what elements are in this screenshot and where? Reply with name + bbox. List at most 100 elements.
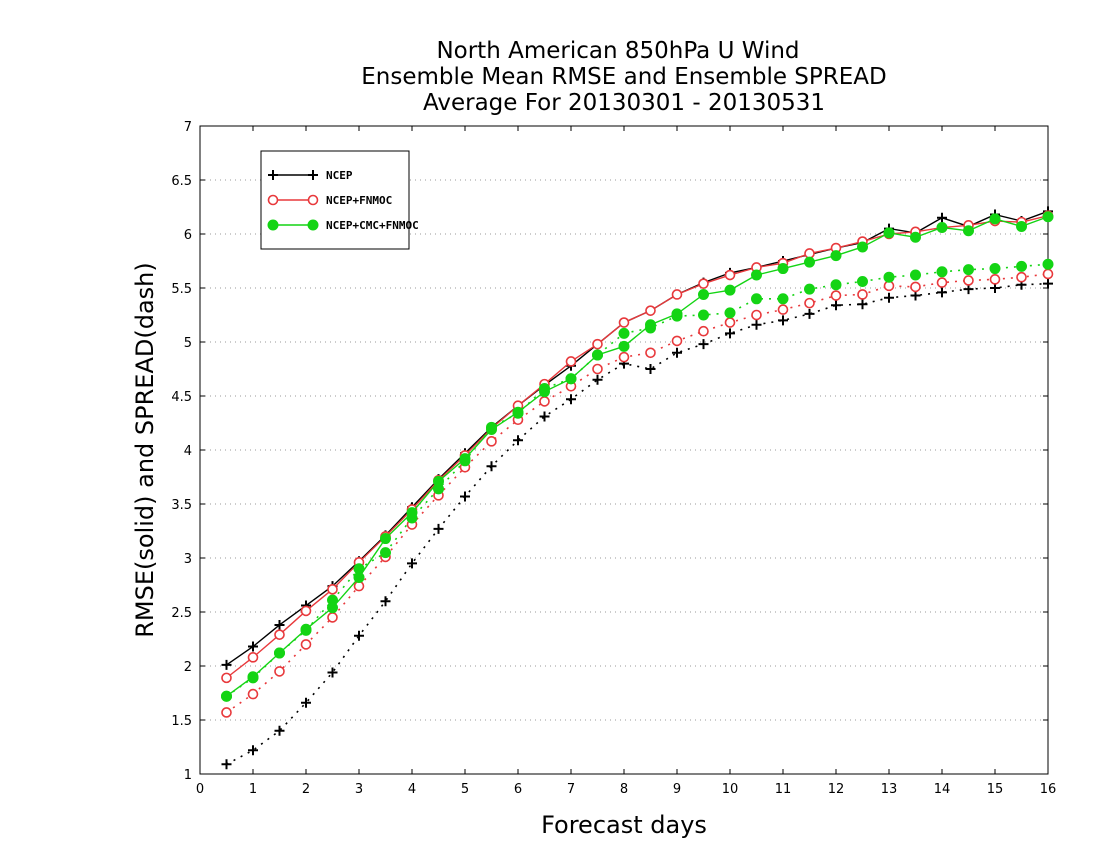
spread-point-ncep-cmc-fnmoc xyxy=(380,547,391,559)
spread-point-ncep-fnmoc xyxy=(857,289,868,300)
rmse-point-ncep-fnmoc xyxy=(645,305,656,316)
rmse-point-ncep-cmc-fnmoc xyxy=(1016,220,1027,232)
spread-point-ncep-fnmoc xyxy=(936,277,948,288)
spread-point-ncep-fnmoc xyxy=(300,639,312,650)
rmse-point-ncep-cmc-fnmoc xyxy=(936,222,948,234)
spread-point-ncep-fnmoc xyxy=(698,325,709,337)
chart-title-line-2: Ensemble Mean RMSE and Ensemble SPREAD xyxy=(361,64,886,90)
spread-point-ncep xyxy=(645,364,656,374)
rmse-point-ncep xyxy=(221,659,232,670)
spread-point-ncep xyxy=(380,596,391,607)
rmse-point-ncep-cmc-fnmoc xyxy=(512,406,524,418)
spread-line-ncep-cmc-fnmoc xyxy=(226,263,1049,697)
spread-point-ncep-cmc-fnmoc xyxy=(804,283,815,295)
spread-point-ncep xyxy=(857,299,868,310)
spread-point-ncep xyxy=(248,745,258,756)
rmse-point-ncep-cmc-fnmoc xyxy=(777,263,789,275)
rmse-point-ncep-cmc-fnmoc xyxy=(592,349,603,361)
spread-point-ncep xyxy=(274,725,285,736)
spread-point-ncep-cmc-fnmoc xyxy=(618,327,630,339)
rmse-line-ncep-cmc-fnmoc xyxy=(226,216,1049,697)
y-tick-label: 1 xyxy=(184,768,192,783)
rmse-point-ncep-cmc-fnmoc xyxy=(963,225,974,237)
spread-point-ncep-cmc-fnmoc xyxy=(883,271,895,283)
spread-point-ncep-cmc-fnmoc xyxy=(751,293,762,305)
rmse-point-ncep-cmc-fnmoc xyxy=(1042,211,1054,223)
y-tick-label: 3 xyxy=(184,552,192,567)
legend-marker-ncep-cmc-fnmoc xyxy=(267,219,279,231)
series-layer xyxy=(221,206,1054,770)
x-tick-label: 1 xyxy=(249,782,257,797)
x-axis-label: Forecast days xyxy=(541,811,707,839)
rmse-point-ncep-cmc-fnmoc xyxy=(406,507,418,519)
spread-point-ncep-cmc-fnmoc xyxy=(830,279,842,291)
spread-point-ncep xyxy=(778,315,788,326)
x-tick-label: 6 xyxy=(514,782,522,797)
rmse-point-ncep-cmc-fnmoc xyxy=(671,308,683,320)
spread-point-ncep xyxy=(831,300,841,311)
y-tick-label: 5.5 xyxy=(171,282,192,297)
spread-point-ncep-fnmoc xyxy=(777,304,789,315)
x-tick-label: 16 xyxy=(1040,782,1057,797)
rmse-point-ncep-fnmoc xyxy=(565,356,577,367)
spread-point-ncep-fnmoc xyxy=(645,347,656,359)
spread-point-ncep-cmc-fnmoc xyxy=(724,307,736,319)
rmse-point-ncep-fnmoc xyxy=(618,317,630,328)
legend-label-ncep-fnmoc: NCEP+FNMOC xyxy=(326,194,392,207)
x-tick-label: 8 xyxy=(620,782,628,797)
spread-point-ncep xyxy=(592,374,603,385)
spread-point-ncep xyxy=(354,630,364,641)
spread-point-ncep-fnmoc xyxy=(910,281,921,293)
rmse-point-ncep-cmc-fnmoc xyxy=(539,386,550,398)
spread-point-ncep-cmc-fnmoc xyxy=(857,276,868,288)
rmse-point-ncep-fnmoc xyxy=(671,289,683,300)
rmse-point-ncep xyxy=(274,619,285,630)
rmse-point-ncep-cmc-fnmoc xyxy=(353,571,365,583)
spread-point-ncep xyxy=(672,347,682,358)
series-1 xyxy=(221,206,1053,770)
rmse-point-ncep-cmc-fnmoc xyxy=(221,690,232,702)
spread-point-ncep-cmc-fnmoc xyxy=(777,293,789,305)
y-tick-label: 3.5 xyxy=(171,498,192,513)
x-tick-label: 15 xyxy=(987,782,1004,797)
spread-point-ncep-fnmoc xyxy=(671,335,683,347)
spread-point-ncep-fnmoc xyxy=(221,707,232,718)
x-tick-label: 7 xyxy=(567,782,575,797)
spread-point-ncep-fnmoc xyxy=(327,612,338,623)
spread-point-ncep xyxy=(884,292,894,303)
rmse-point-ncep-cmc-fnmoc xyxy=(433,475,444,487)
rmse-point-ncep-cmc-fnmoc xyxy=(804,256,815,268)
x-tick-label: 13 xyxy=(881,782,898,797)
spread-point-ncep xyxy=(327,667,338,678)
series-3 xyxy=(221,211,1054,702)
y-tick-label: 6 xyxy=(184,228,192,243)
legend-marker-ncep xyxy=(268,170,278,180)
spread-point-ncep-fnmoc xyxy=(963,275,974,286)
rmse-point-ncep-fnmoc xyxy=(247,652,259,663)
rmse-point-ncep-cmc-fnmoc xyxy=(274,647,285,659)
legend-marker-ncep xyxy=(308,170,318,180)
spread-point-ncep-fnmoc xyxy=(274,666,285,677)
rmse-point-ncep-cmc-fnmoc xyxy=(883,227,895,239)
y-axis-label: RMSE(solid) and SPREAD(dash) xyxy=(131,262,159,638)
rmse-point-ncep-fnmoc xyxy=(327,584,338,595)
rmse-point-ncep-fnmoc xyxy=(221,672,232,684)
spread-point-ncep xyxy=(486,461,497,472)
rmse-point-ncep-cmc-fnmoc xyxy=(751,269,762,281)
x-tick-label: 11 xyxy=(775,782,792,797)
spread-point-ncep-fnmoc xyxy=(724,317,736,328)
spread-point-ncep-fnmoc xyxy=(751,309,762,321)
spread-point-ncep-cmc-fnmoc xyxy=(1016,260,1027,272)
y-tick-label: 4 xyxy=(184,444,192,459)
rmse-point-ncep-cmc-fnmoc xyxy=(989,213,1001,225)
spread-point-ncep xyxy=(990,283,1000,293)
spread-point-ncep xyxy=(963,284,974,295)
x-tick-label: 9 xyxy=(673,782,681,797)
legend-marker-ncep-cmc-fnmoc xyxy=(307,219,319,231)
spread-point-ncep xyxy=(539,411,550,422)
spread-point-ncep xyxy=(751,319,762,330)
legend-marker-ncep-fnmoc xyxy=(267,194,279,206)
rmse-point-ncep-fnmoc xyxy=(724,269,736,281)
rmse-point-ncep xyxy=(937,212,947,223)
spread-point-ncep-cmc-fnmoc xyxy=(989,263,1001,275)
